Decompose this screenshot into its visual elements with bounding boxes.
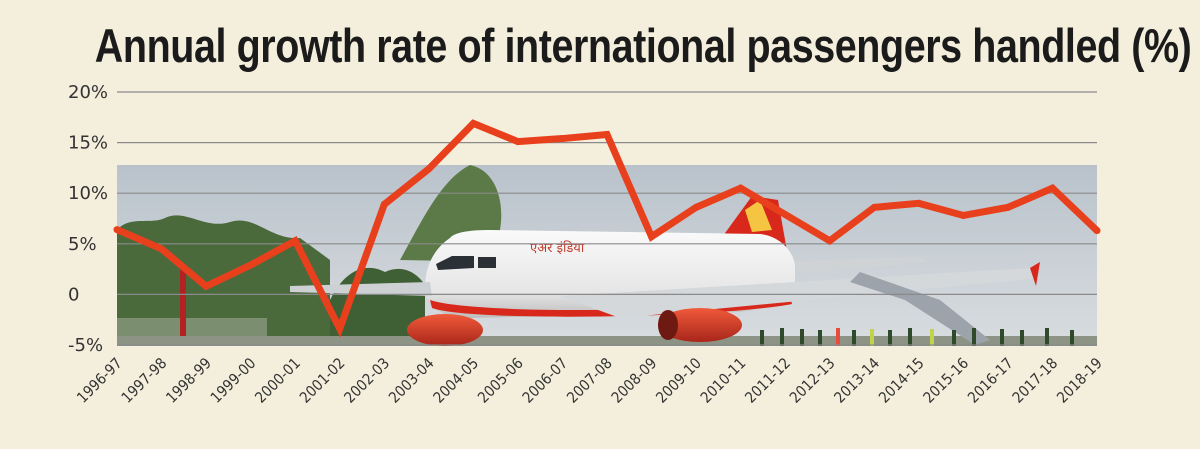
x-tick-label: 2018-19 — [1053, 354, 1106, 407]
x-tick-label: 2007-08 — [563, 354, 616, 407]
grid-lines — [117, 91, 1097, 346]
data-point — [469, 119, 477, 127]
left-engine — [407, 314, 483, 346]
data-point — [1048, 184, 1056, 192]
x-tick-label: 2004-05 — [430, 354, 483, 407]
x-tick-label: 2000-01 — [251, 354, 304, 407]
data-point — [959, 211, 967, 219]
tarmac — [117, 336, 1097, 346]
stairs — [850, 272, 990, 345]
x-tick-label: 2010-11 — [697, 354, 750, 407]
x-tick-label: 2013-14 — [831, 354, 884, 407]
x-tick-label: 1998-99 — [162, 354, 215, 407]
data-point — [291, 237, 299, 245]
data-point — [113, 226, 121, 234]
y-tick-label: 10% — [68, 183, 108, 204]
data-point — [425, 165, 433, 173]
data-point — [202, 282, 210, 290]
x-tick-label: 2017-18 — [1009, 354, 1062, 407]
x-tick-label: 1996-97 — [73, 354, 126, 407]
x-tick-label: 2006-07 — [519, 354, 572, 407]
data-point — [1004, 203, 1012, 211]
chart-title: Annual growth rate of international pass… — [94, 19, 1192, 72]
ground-crew — [760, 328, 1074, 346]
x-tick-label: 2001-02 — [296, 354, 349, 407]
y-tick-label: 15% — [68, 133, 108, 154]
x-axis: 1996-971997-981998-991999-002000-012001-… — [73, 354, 1106, 407]
data-point — [1093, 227, 1101, 235]
data-point — [870, 203, 878, 211]
data-point — [648, 233, 656, 241]
data-point — [336, 325, 344, 333]
data-point — [781, 210, 789, 218]
airline-lettering: एअर इंडिया — [530, 240, 585, 256]
x-tick-label: 1997-98 — [118, 354, 171, 407]
data-point — [915, 199, 923, 207]
x-tick-label: 1999-00 — [207, 354, 260, 407]
x-tick-label: 2005-06 — [474, 354, 527, 407]
data-point — [158, 245, 166, 253]
data-point — [826, 237, 834, 245]
x-tick-label: 2011-12 — [741, 354, 794, 407]
data-point — [380, 200, 388, 208]
x-tick-label: 2012-13 — [786, 354, 839, 407]
x-tick-label: 2014-15 — [875, 354, 928, 407]
x-tick-label: 2003-04 — [385, 354, 438, 407]
x-tick-label: 2002-03 — [341, 354, 394, 407]
x-tick-label: 2009-10 — [652, 354, 705, 407]
series-layer — [113, 119, 1101, 338]
wing — [560, 268, 1040, 318]
data-point — [603, 131, 611, 139]
y-tick-label: 20% — [68, 82, 108, 103]
right-engine — [658, 308, 742, 342]
post — [180, 270, 186, 346]
data-point — [558, 135, 566, 143]
data-point — [737, 184, 745, 192]
y-tick-label: 5% — [68, 234, 97, 255]
x-tick-label: 2008-09 — [608, 354, 661, 407]
x-tick-label: 2015-16 — [920, 354, 973, 407]
data-point — [247, 261, 255, 269]
data-point — [692, 203, 700, 211]
y-tick-label: -5% — [68, 335, 103, 356]
y-axis: -5% 0 5% 10% 15% 20% — [68, 82, 108, 356]
y-tick-label: 0 — [68, 284, 79, 305]
x-tick-label: 2016-17 — [964, 354, 1017, 407]
data-point — [514, 138, 522, 146]
